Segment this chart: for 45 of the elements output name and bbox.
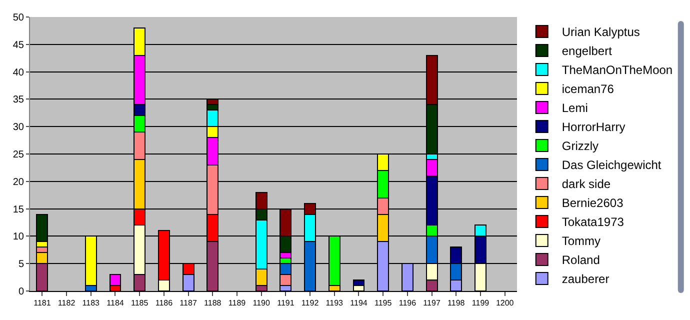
y-tick-label: 15 bbox=[12, 204, 24, 216]
x-tick-label: 1188 bbox=[204, 298, 222, 308]
x-tick-label: 1192 bbox=[301, 298, 320, 308]
x-tick-label: 1189 bbox=[228, 298, 246, 308]
x-tick-label: 1186 bbox=[155, 298, 174, 308]
legend-label: Tokata1973 bbox=[562, 215, 624, 230]
x-tick-label: 1183 bbox=[82, 298, 100, 308]
y-tick-label: 45 bbox=[12, 40, 24, 51]
y-tick-label: 5 bbox=[18, 259, 24, 270]
x-tick-label: 1182 bbox=[58, 298, 76, 308]
y-tick-label: 30 bbox=[12, 122, 24, 134]
legend-label: dark side bbox=[562, 177, 611, 192]
legend-label: Bernie2603 bbox=[562, 196, 624, 210]
legend-label: Urian Kalyptus bbox=[562, 25, 640, 40]
y-tick-label: 10 bbox=[12, 232, 24, 243]
x-tick-label: 1187 bbox=[180, 298, 198, 308]
legend-label: Lemi bbox=[562, 101, 588, 116]
x-tick-label: 1199 bbox=[472, 298, 490, 308]
y-tick-label: 20 bbox=[12, 176, 24, 188]
y-tick-label: 25 bbox=[12, 150, 24, 160]
legend-label: TheManOnTheMoon bbox=[562, 63, 673, 78]
legend-label: Grizzly bbox=[562, 139, 599, 154]
y-tick-label: 40 bbox=[12, 67, 24, 78]
legend-label: HorrorHarry bbox=[562, 120, 626, 134]
x-tick-label: 1185 bbox=[130, 298, 149, 308]
legend-label: Roland bbox=[562, 253, 600, 268]
y-tick-label: 35 bbox=[12, 94, 24, 106]
legend-label: Tommy bbox=[562, 234, 601, 248]
legend-label: engelbert bbox=[562, 44, 613, 58]
legend-label: iceman76 bbox=[562, 82, 614, 96]
legend-label: zauberer bbox=[562, 272, 610, 286]
x-tick-label: 1195 bbox=[374, 298, 392, 308]
x-tick-label: 1191 bbox=[277, 298, 295, 308]
x-tick-label: 1200 bbox=[496, 298, 514, 308]
legend-label: Das Gleichgewicht bbox=[562, 158, 662, 172]
x-tick-label: 1184 bbox=[106, 298, 124, 308]
x-tick-label: 1198 bbox=[448, 298, 466, 308]
y-tick-label: 50 bbox=[12, 12, 24, 24]
x-tick-label: 1193 bbox=[326, 298, 344, 308]
x-tick-label: 1197 bbox=[423, 298, 441, 308]
x-tick-label: 1181 bbox=[34, 298, 52, 308]
y-tick-label: 0 bbox=[18, 286, 24, 298]
x-tick-label: 1190 bbox=[252, 298, 270, 308]
x-tick-label: 1196 bbox=[398, 298, 417, 308]
x-tick-label: 1194 bbox=[350, 298, 368, 308]
